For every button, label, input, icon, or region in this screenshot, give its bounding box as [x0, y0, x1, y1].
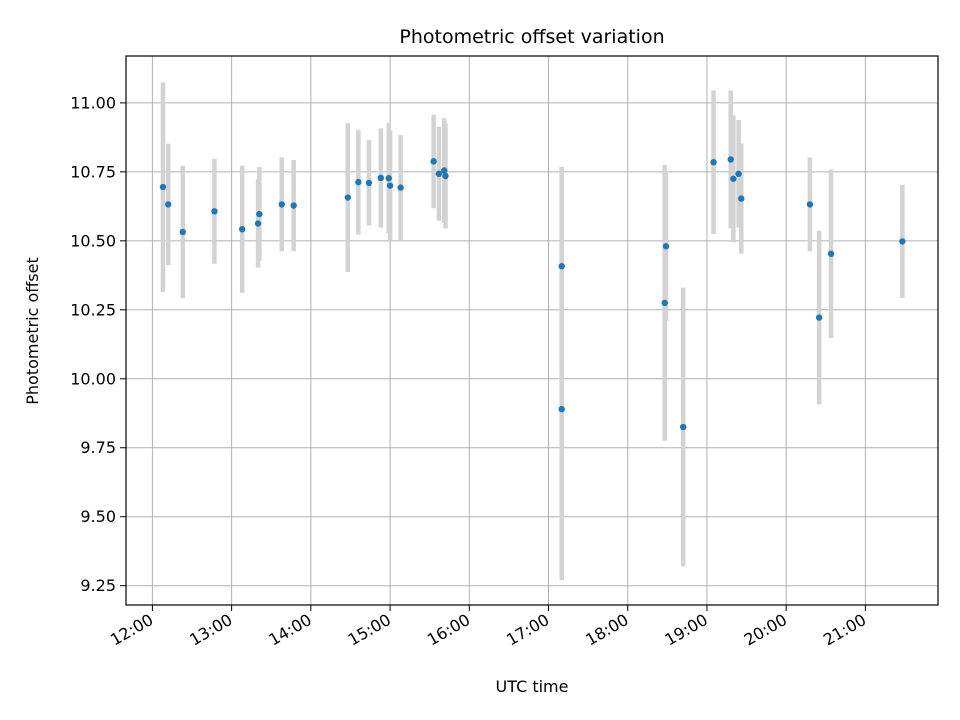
data-point	[558, 263, 565, 270]
data-point	[377, 174, 385, 182]
data-point	[662, 243, 670, 250]
data-point	[397, 184, 404, 191]
data-point	[738, 195, 745, 202]
y-tick-label: 9.25	[80, 576, 116, 595]
data-point	[385, 175, 392, 182]
chart-title: Photometric offset variation	[399, 26, 664, 48]
data-points	[159, 156, 906, 431]
data-point	[730, 175, 737, 182]
data-point	[278, 201, 285, 208]
data-point	[365, 179, 373, 187]
data-point	[661, 299, 668, 307]
y-axis-label: Photometric offset	[23, 257, 42, 405]
data-point	[165, 201, 172, 208]
data-point	[815, 314, 823, 321]
data-point	[679, 423, 687, 431]
data-point	[806, 201, 814, 208]
data-point	[344, 194, 352, 201]
y-tick-label: 10.75	[70, 162, 116, 181]
data-point	[386, 182, 394, 189]
data-point	[435, 170, 443, 178]
data-point	[355, 178, 362, 186]
data-point	[254, 220, 262, 227]
y-axis-ticks: 9.25 9.50 9.75 10.00 10.25 10.50 10.75 11.00	[70, 93, 126, 595]
y-tick-label: 10.00	[70, 369, 116, 388]
data-point	[735, 170, 742, 178]
plot-area-frame	[125, 55, 939, 606]
data-point	[558, 405, 565, 413]
y-tick-label: 9.50	[80, 507, 116, 526]
data-point	[290, 202, 297, 209]
data-point	[827, 250, 835, 258]
data-point	[727, 156, 734, 163]
data-point	[159, 183, 167, 191]
y-tick-label: 10.50	[70, 231, 116, 250]
data-point	[710, 159, 717, 166]
y-tick-label: 10.25	[70, 300, 116, 319]
data-point	[440, 167, 448, 174]
data-point	[211, 208, 218, 215]
y-tick-label: 9.75	[80, 438, 116, 457]
data-point	[179, 228, 186, 236]
y-tick-label: 11.00	[70, 93, 116, 112]
data-point	[442, 172, 449, 180]
data-point	[430, 158, 437, 165]
x-axis-label: UTC time	[496, 677, 569, 696]
data-point	[899, 238, 906, 245]
data-point	[256, 210, 263, 218]
data-point	[238, 226, 246, 233]
